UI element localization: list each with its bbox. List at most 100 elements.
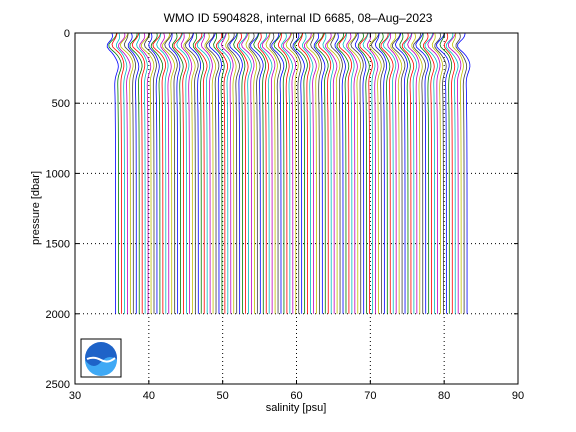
profile-line [176,32,190,314]
profile-line [318,32,332,314]
profile-line [362,32,376,314]
profile-line [143,32,157,314]
profile-line [359,32,373,314]
profile-line [367,32,379,314]
profile-line [451,32,464,314]
profile-line [357,32,370,314]
profile-line [413,32,427,314]
profile-line [237,32,249,314]
profile-line [261,32,276,314]
profile-line [106,32,119,314]
profile-line [310,32,323,314]
grid-lines [75,33,518,384]
profile-line [334,32,346,314]
profile-line [183,32,196,314]
profile-line [303,32,317,314]
profile-line [196,32,211,314]
profile-line [445,32,459,314]
profile-line [348,32,362,314]
profile-line [382,32,397,314]
profile-line [419,32,432,314]
profile-line [326,32,341,314]
profile-line [273,32,287,314]
profile-line [290,32,302,314]
profile-line [407,32,420,314]
profile-line [120,32,134,314]
y-tick-label: 500 [52,98,70,110]
profile-line [127,32,140,314]
profile-line [447,32,462,314]
profile-line [392,32,406,314]
profile-line [111,32,125,314]
profile-line [427,32,441,314]
profile-line [306,32,320,314]
profile-line [342,32,355,314]
profile-line [215,32,229,314]
profile-line [399,32,411,314]
y-tick-label: 1500 [46,239,70,251]
profile-line [192,32,205,314]
x-tick-label: 30 [69,390,81,402]
profile-line [271,32,285,314]
profile-line [220,32,234,314]
profile-line [387,32,399,314]
profile-line [269,32,281,314]
axis-ticks: 30 40 50 60 70 80 90 0 500 1000 1500 2000 2500 [46,28,525,402]
profile-line [259,32,273,314]
profile-line [424,32,438,314]
profile-line [350,32,364,314]
profile-line [294,32,308,314]
profile-line [152,32,167,314]
profile-line [208,32,222,314]
profile-line [206,32,220,314]
profile-line [200,32,213,314]
profile-line [168,32,181,314]
profile-line [180,32,193,314]
profile-line [277,32,290,314]
profile-line [227,32,240,314]
profile-line [415,32,429,314]
profile-line [443,32,456,314]
profile-line [141,32,155,314]
profile-line [257,32,270,314]
profile-line [238,32,252,314]
profile-line [380,32,394,314]
profile-line [241,32,255,314]
profile-line [403,32,418,314]
y-tick-label: 2500 [46,379,70,391]
profile-line [129,32,143,314]
profile-line [253,32,267,314]
profile-line [185,32,199,314]
chart-title: WMO ID 5904828, internal ID 6685, 08–Aug… [164,11,433,25]
profile-line [394,32,408,314]
x-tick-label: 80 [438,390,450,402]
profile-line [250,32,264,314]
salinity-profiles [106,32,471,314]
profile-line [160,32,172,314]
profile-line [292,32,305,314]
profile-line [330,32,343,314]
profile-line [434,32,447,314]
profile-line [313,32,326,314]
profile-line [118,32,131,314]
profile-line [164,32,178,314]
profile-line [282,32,297,314]
profile-line [213,32,225,314]
profile-line [322,32,334,314]
profile-line [457,32,471,314]
profile-line [297,32,311,314]
profile-line [371,32,385,314]
profile-line [315,32,329,314]
profile-line [131,32,146,314]
profile-line [390,32,403,314]
profile-line [336,32,350,314]
profile-line [455,32,468,314]
profile-line [369,32,382,314]
x-tick-label: 50 [217,390,229,402]
profile-line [162,32,175,314]
profile-line [123,32,137,314]
y-tick-label: 1000 [46,168,70,180]
profile-line [285,32,299,314]
profile-line [431,32,444,314]
